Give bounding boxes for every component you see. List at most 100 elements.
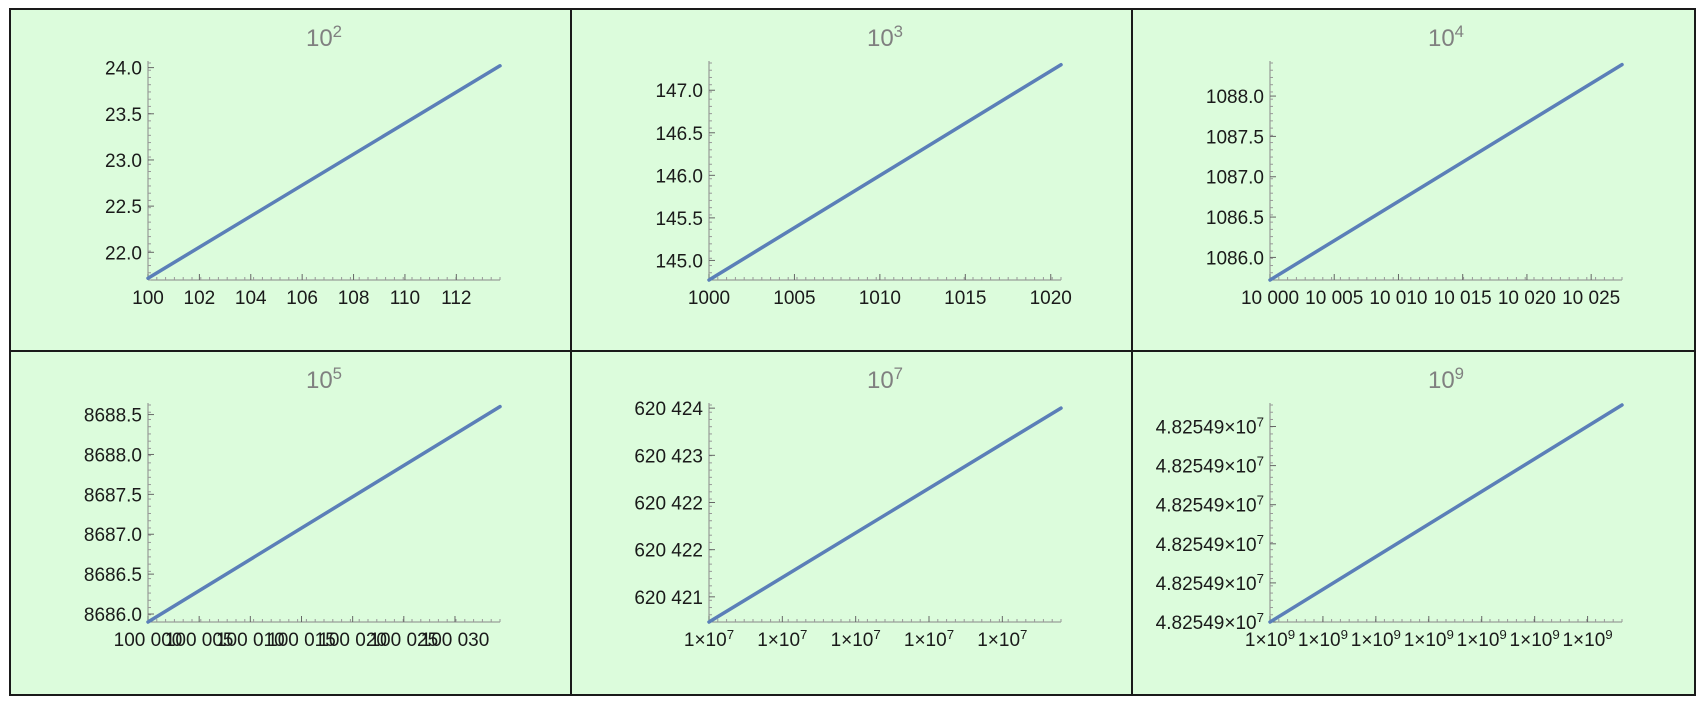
y-tick-label-text: 8688.0 xyxy=(84,445,142,466)
y-tick-label-exponent: 7 xyxy=(1257,570,1264,585)
x-tick-label-exponent: 9 xyxy=(1288,627,1295,642)
plot-grid: 102 100 102 104 106 108 110 112 22.0 22.5 23.0 23.5… xyxy=(9,8,1696,696)
x-tick-label: 100 010 xyxy=(216,630,285,651)
series-line xyxy=(707,406,1063,624)
y-tick-label: 4.82549×107 xyxy=(1156,492,1264,517)
y-tick-label: 4.82549×107 xyxy=(1156,531,1264,556)
y-tick-label: 1086.0 xyxy=(1206,248,1264,269)
x-tick-label-text: 100 020 xyxy=(318,630,387,651)
series-line xyxy=(1268,403,1624,624)
y-tick-label-text: 1086.0 xyxy=(1206,248,1264,269)
y-tick-label: 620 422 xyxy=(634,541,703,562)
y-tick-label-text: 4.82549×10 xyxy=(1156,574,1257,595)
y-tick-label: 1087.0 xyxy=(1206,168,1264,189)
y-tick-label-text: 146.5 xyxy=(655,124,703,145)
chart-title-exponent: 3 xyxy=(894,22,903,41)
x-tick-label-text: 100 025 xyxy=(369,630,438,651)
x-tick-label: 1×107 xyxy=(904,627,954,652)
x-tick-label: 1×109 xyxy=(1404,627,1454,652)
x-tick-label: 10 020 xyxy=(1498,288,1556,309)
x-tick-label-text: 1×10 xyxy=(1351,630,1394,651)
x-tick-label-text: 112 xyxy=(441,288,471,309)
x-tick-label: 10 005 xyxy=(1305,288,1363,309)
x-tick-label-exponent: 9 xyxy=(1605,627,1612,642)
x-tick-label-text: 100 005 xyxy=(165,630,234,651)
x-tick-label-text: 10 010 xyxy=(1369,288,1427,309)
x-tick-label-text: 10 020 xyxy=(1498,288,1556,309)
x-tick-label: 106 xyxy=(286,288,318,309)
y-tick-label-text: 8686.5 xyxy=(84,565,142,586)
x-tick-label-text: 1×10 xyxy=(1404,630,1447,651)
chart-title-exponent: 4 xyxy=(1455,22,1464,41)
x-tick-label-text: 10 025 xyxy=(1562,288,1620,309)
chart-title-text: 10 xyxy=(1428,367,1455,394)
x-tick-label: 10 025 xyxy=(1562,288,1620,309)
panel-1e3: 103 1000 1005 1010 1015 1020 145.0 145.5 146.0 14… xyxy=(572,10,1133,352)
y-tick-label: 22.0 xyxy=(105,243,142,264)
chart-title-exponent: 2 xyxy=(333,22,342,41)
y-tick-label-text: 4.82549×10 xyxy=(1156,613,1257,634)
y-tick-label: 23.5 xyxy=(105,105,142,126)
x-tick-label-exponent: 9 xyxy=(1499,627,1506,642)
y-tick-label: 8687.0 xyxy=(84,525,142,546)
panel-1e7: 107 1×107 1×107 1×107 1×107 1×107 620 421 620 4… xyxy=(572,352,1133,694)
y-tick-label: 4.82549×107 xyxy=(1156,414,1264,439)
y-tick-label-text: 145.0 xyxy=(655,251,703,272)
x-tick-label: 10 010 xyxy=(1369,288,1427,309)
y-tick-label-exponent: 7 xyxy=(1257,492,1264,507)
y-tick-label-text: 145.5 xyxy=(655,209,703,230)
x-tick-label-text: 102 xyxy=(184,288,216,309)
y-tick-label: 620 424 xyxy=(634,399,703,420)
y-tick-label: 146.5 xyxy=(655,124,703,145)
y-tick-label-text: 1087.0 xyxy=(1206,168,1264,189)
chart-svg: 103 1000 1005 1010 1015 1020 145.0 145.5 146.0 14… xyxy=(655,22,1071,310)
y-tick-label-text: 23.5 xyxy=(105,105,142,126)
x-tick-label-text: 1×10 xyxy=(1298,630,1341,651)
chart-title-exponent: 7 xyxy=(894,364,903,383)
y-tick-label-text: 620 422 xyxy=(634,493,703,514)
y-tick-label: 8688.5 xyxy=(84,406,142,427)
x-tick-label-exponent: 7 xyxy=(947,627,954,642)
x-tick-label-text: 1005 xyxy=(773,288,815,309)
panel-1e5: 105 100 000 100 005 100 010 100 015 100 020 10… xyxy=(11,352,572,694)
x-tick-label-exponent: 9 xyxy=(1394,627,1401,642)
x-tick-label-text: 104 xyxy=(235,288,267,309)
y-tick-label: 4.82549×107 xyxy=(1156,610,1264,635)
x-tick-label-exponent: 9 xyxy=(1341,627,1348,642)
y-tick-label: 620 423 xyxy=(634,446,703,467)
panel-1e9: 109 1×109 1×109 1×109 1×109 1×109 1×109 1×109 4.… xyxy=(1133,352,1694,694)
y-tick-label: 4.82549×107 xyxy=(1156,453,1264,478)
y-tick-label: 146.0 xyxy=(655,166,703,187)
y-tick-label: 4.82549×107 xyxy=(1156,570,1264,595)
x-tick-label-exponent: 9 xyxy=(1552,627,1559,642)
x-tick-label-text: 1×10 xyxy=(1510,630,1553,651)
y-tick-label-text: 24.0 xyxy=(105,59,142,80)
chart-title-text: 10 xyxy=(306,25,333,52)
y-tick-label: 22.5 xyxy=(105,197,142,218)
y-tick-label-text: 147.0 xyxy=(655,81,703,102)
x-tick-label-text: 10 005 xyxy=(1305,288,1363,309)
x-tick-label: 100 020 xyxy=(318,630,387,651)
y-tick-label-exponent: 7 xyxy=(1257,531,1264,546)
x-tick-label-exponent: 9 xyxy=(1446,627,1453,642)
y-tick-label: 1086.5 xyxy=(1206,208,1264,229)
chart-title-text: 10 xyxy=(1428,25,1455,52)
x-tick-label: 1×109 xyxy=(1351,627,1401,652)
x-tick-label: 1×109 xyxy=(1245,627,1295,652)
y-tick-label-text: 146.0 xyxy=(655,166,703,187)
y-tick-label: 23.0 xyxy=(105,151,142,172)
x-tick-label: 1×107 xyxy=(977,627,1027,652)
chart-title-text: 10 xyxy=(867,25,894,52)
y-tick-label-text: 4.82549×10 xyxy=(1156,496,1257,517)
x-tick-label-text: 100 030 xyxy=(421,630,490,651)
y-tick-label-text: 620 423 xyxy=(634,446,703,467)
chart-title: 103 xyxy=(867,22,903,53)
x-tick-label: 100 xyxy=(132,288,164,309)
y-tick-label-text: 1088.0 xyxy=(1206,87,1264,108)
x-tick-label-text: 108 xyxy=(338,288,370,309)
panel-1e2: 102 100 102 104 106 108 110 112 22.0 22.5 23.0 23.5… xyxy=(11,10,572,352)
x-tick-label-text: 1×10 xyxy=(831,630,874,651)
series-line xyxy=(146,64,502,280)
